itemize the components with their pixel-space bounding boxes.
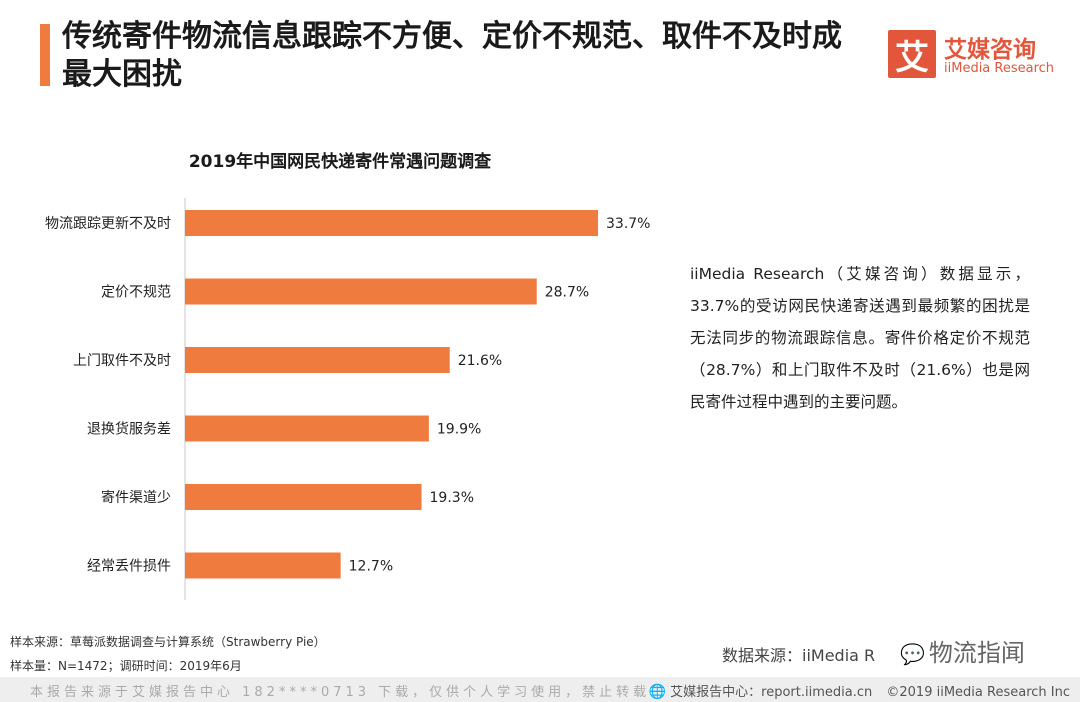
footer-download-note: 本报告来源于艾媒报告中心 182****0713 下载，仅供个人学习使用，禁止转… (30, 685, 651, 700)
footer-brand: 🌐 艾媒报告中心：report.iimedia.cn ©2019 iiMedia … (649, 681, 1070, 700)
brand-logo: 艾 艾媒咨询 iiMedia Research (888, 30, 1064, 80)
watermark-text: 物流指闻 (928, 639, 1025, 667)
category-label: 定价不规范 (101, 284, 171, 301)
footer-copyright: ©2019 iiMedia Research Inc (886, 685, 1070, 700)
data-source: 数据来源：iiMedia R (722, 646, 876, 665)
bar (185, 415, 429, 442)
category-label: 寄件渠道少 (101, 489, 171, 506)
commentary-text: iiMedia Research（艾媒咨询）数据显示，33.7%的受访网民快递寄… (690, 265, 1030, 411)
bar (185, 278, 537, 305)
globe-icon: 🌐 (648, 684, 667, 700)
data-label: 33.7% (606, 216, 650, 232)
data-label: 12.7% (349, 559, 393, 575)
category-label: 退换货服务差 (87, 421, 171, 438)
bar (185, 210, 598, 236)
logo-mark: 艾 (888, 30, 936, 78)
sample-source-note: 样本来源：草莓派数据调查与计算系统（Strawberry Pie） (10, 635, 326, 649)
logo-name-cn: 艾媒咨询 (944, 37, 1036, 63)
category-label: 经常丢件损件 (87, 559, 171, 575)
chart-title: 2019年中国网民快递寄件常遇问题调查 (188, 152, 492, 172)
bar (185, 347, 450, 373)
category-label: 上门取件不及时 (73, 353, 171, 369)
wechat-icon: 💬 (900, 642, 925, 666)
footer-bar: 本报告来源于艾媒报告中心 182****0713 下载，仅供个人学习使用，禁止转… (0, 677, 1080, 702)
page-title: 传统寄件物流信息跟踪不方便、定价不规范、取件不及时成最大困扰 (62, 19, 842, 92)
bar (185, 484, 422, 510)
footer-brand-link[interactable]: 艾媒报告中心：report.iimedia.cn (670, 685, 873, 700)
category-label: 物流跟踪更新不及时 (45, 216, 171, 232)
logo-name-en: iiMedia Research (944, 61, 1055, 76)
watermark: 💬 物流指闻 (900, 633, 1025, 668)
data-label: 21.6% (458, 353, 502, 369)
data-label: 19.3% (430, 490, 474, 506)
bar (185, 552, 341, 579)
data-label: 19.9% (437, 422, 481, 438)
data-label: 28.7% (545, 285, 589, 301)
sample-size-note: 样本量：N=1472；调研时间：2019年6月 (10, 659, 242, 673)
title-accent-bar (40, 24, 50, 86)
bar-chart: 物流跟踪更新不及时 33.7% 定价不规范 28.7% 上门取件不及时 21.6% 退换货服… (45, 198, 650, 600)
